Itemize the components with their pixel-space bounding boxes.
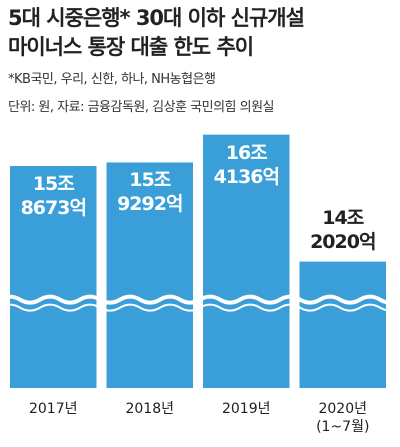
- value-label: 15조 8673억: [20, 173, 87, 220]
- source: 단위: 원, 자료: 금융감독원, 김상훈 국민의힘 의원실: [8, 100, 275, 115]
- axis-break: [0, 303, 400, 312]
- bar: [299, 261, 386, 388]
- x-tick-label: 2018년: [125, 401, 174, 417]
- x-tick-label: 2019년: [221, 401, 271, 417]
- value-label: 16조 4136억: [213, 141, 280, 188]
- x-tick-label: 2017년: [28, 401, 78, 417]
- axis-break: [0, 294, 400, 305]
- value-label: 15조 9292억: [117, 169, 183, 216]
- value-label: 14조 2020억: [310, 206, 376, 253]
- chart-title: 5대 시중은행* 30대 이하 신규개설 마이너스 통장 대출 한도 추이: [8, 6, 305, 59]
- bar: [10, 166, 97, 388]
- x-tick-label: 2020년 (1~7월): [316, 401, 370, 435]
- footnote: *KB국민, 우리, 신한, 하나, NH농협은행: [8, 72, 216, 87]
- bar: [106, 162, 193, 388]
- bar: [203, 134, 290, 388]
